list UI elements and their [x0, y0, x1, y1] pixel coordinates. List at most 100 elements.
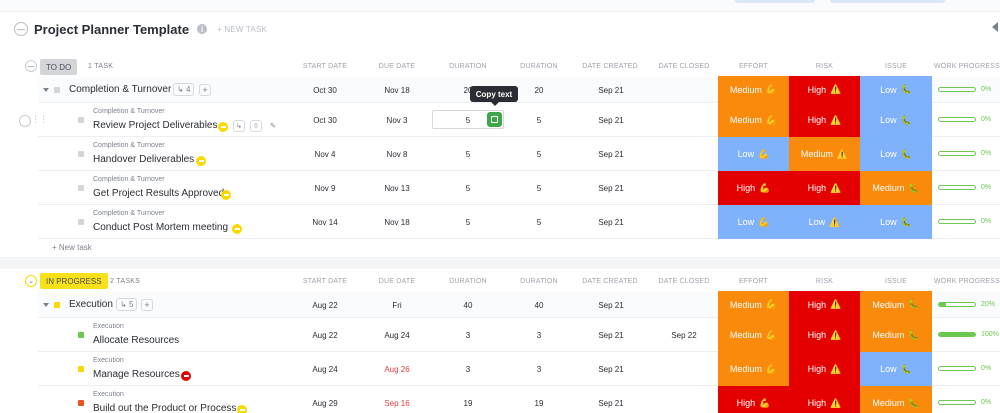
col-duration-2[interactable]: DURATION [520, 63, 558, 70]
task-name[interactable]: Execution [69, 299, 113, 310]
duration-2[interactable]: 5 [536, 184, 542, 193]
duration[interactable]: 5 [465, 184, 471, 193]
effort-cell[interactable]: High 💪 [718, 171, 789, 205]
duration[interactable]: 19 [463, 399, 473, 408]
status-square[interactable] [78, 117, 84, 123]
col-start-date[interactable]: START DATE [302, 63, 348, 70]
task-row[interactable]: Completion & Turnover Get Project Result… [38, 171, 1000, 205]
issue-cell[interactable]: Low 🐛 [860, 76, 932, 103]
new-task-button[interactable]: + New task [52, 243, 92, 252]
collapse-group-icon[interactable]: ⌄ [25, 275, 37, 287]
start-date[interactable]: Aug 22 [312, 301, 338, 310]
task-name[interactable]: Build out the Product or Process [93, 403, 237, 413]
due-date[interactable]: Fri [392, 301, 402, 310]
work-progress[interactable]: 0% [938, 218, 991, 225]
priority-normal-icon[interactable] [232, 224, 242, 234]
copy-text-button[interactable] [487, 112, 502, 127]
due-date[interactable]: Nov 13 [384, 184, 410, 193]
risk-cell[interactable]: High ⚠️ [789, 386, 860, 413]
work-progress[interactable]: 0% [938, 150, 991, 157]
issue-cell[interactable]: Low 🐛 [860, 352, 932, 386]
status-pill-in-progress[interactable]: IN PROGRESS [40, 273, 108, 289]
col-issue[interactable]: ISSUE [884, 278, 907, 285]
duration-input[interactable] [432, 110, 504, 129]
duration-2[interactable]: 3 [536, 365, 542, 374]
issue-cell[interactable]: Medium 🐛 [860, 386, 932, 413]
col-date-created[interactable]: DATE CREATED [582, 63, 638, 70]
issue-cell[interactable]: Medium 🐛 [860, 171, 932, 205]
duration[interactable]: 20 [463, 86, 473, 95]
start-date[interactable]: Aug 24 [312, 365, 338, 374]
start-date[interactable]: Nov 4 [314, 150, 336, 159]
status-square[interactable] [54, 87, 60, 93]
col-date-created[interactable]: DATE CREATED [582, 278, 638, 285]
select-checkbox[interactable] [19, 115, 31, 127]
work-progress[interactable]: 0% [938, 184, 991, 191]
duration-2[interactable]: 20 [534, 86, 544, 95]
duration-2[interactable]: 3 [536, 331, 542, 340]
effort-cell[interactable]: Medium 💪 [718, 103, 789, 137]
tag-icon[interactable]: ◊ [250, 120, 262, 132]
work-progress[interactable]: 0% [938, 116, 991, 123]
duration[interactable]: 40 [463, 301, 473, 310]
duration[interactable]: 5 [465, 150, 471, 159]
effort-cell[interactable]: Medium 💪 [718, 352, 789, 386]
due-date-overdue[interactable]: Sep 16 [384, 399, 410, 408]
task-row[interactable]: Execution Build out the Product or Proce… [38, 386, 1000, 413]
duration-2[interactable]: 5 [536, 150, 542, 159]
col-date-closed[interactable]: DATE CLOSED [658, 278, 710, 285]
start-date[interactable]: Aug 22 [312, 331, 338, 340]
due-date-overdue[interactable]: Aug 26 [384, 365, 410, 374]
task-row-parent[interactable]: Execution ↳ 5 + Aug 22 Fri 40 40 Sep 21 … [38, 291, 1000, 318]
subtask-count[interactable]: ↳ 5 [116, 298, 138, 311]
task-name[interactable]: Review Project Deliverables [93, 120, 218, 131]
col-issue[interactable]: ISSUE [884, 63, 907, 70]
status-pill-todo[interactable]: TO DO [40, 59, 78, 75]
task-row[interactable]: Execution Allocate Resources Aug 22 Aug … [38, 318, 1000, 352]
issue-cell[interactable]: Medium 🐛 [860, 318, 932, 352]
status-square[interactable] [78, 151, 84, 157]
due-date[interactable]: Nov 8 [386, 150, 408, 159]
effort-cell[interactable]: Low 💪 [718, 137, 789, 171]
task-row[interactable]: Completion & Turnover Handover Deliverab… [38, 137, 1000, 171]
effort-cell[interactable]: Low 💪 [718, 205, 789, 239]
col-start-date[interactable]: START DATE [302, 278, 348, 285]
task-name[interactable]: Allocate Resources [93, 335, 180, 346]
col-date-closed[interactable]: DATE CLOSED [658, 63, 710, 70]
start-date[interactable]: Oct 30 [313, 116, 337, 125]
work-progress[interactable]: 100% [938, 331, 999, 338]
col-risk[interactable]: RISK [815, 63, 834, 70]
priority-normal-icon[interactable] [237, 405, 247, 413]
collapse-list-icon[interactable]: — [14, 22, 28, 36]
due-date[interactable]: Nov 3 [386, 116, 408, 125]
toolbar-pill[interactable] [830, 0, 945, 3]
duration[interactable]: 3 [465, 331, 471, 340]
status-square[interactable] [78, 185, 84, 191]
task-name[interactable]: Handover Deliverables [93, 154, 195, 165]
start-date[interactable]: Nov 9 [314, 184, 336, 193]
add-subtask-button[interactable]: + [199, 84, 211, 96]
effort-cell[interactable]: High 💪 [718, 386, 789, 413]
col-due-date[interactable]: DUE DATE [378, 63, 416, 70]
start-date[interactable]: Nov 14 [312, 218, 338, 227]
issue-cell[interactable]: Low 🐛 [860, 137, 932, 171]
duration-2[interactable]: 19 [534, 399, 544, 408]
col-effort[interactable]: EFFORT [738, 278, 769, 285]
expand-right-icon[interactable] [992, 22, 998, 32]
col-duration[interactable]: DURATION [449, 63, 487, 70]
status-square[interactable] [78, 366, 84, 372]
effort-cell[interactable]: Medium 💪 [718, 291, 789, 318]
col-effort[interactable]: EFFORT [738, 63, 769, 70]
risk-cell[interactable]: Low ⚠️ [789, 205, 860, 239]
status-square[interactable] [78, 400, 84, 406]
status-square[interactable] [78, 332, 84, 338]
priority-normal-icon[interactable] [196, 156, 206, 166]
toolbar-pill[interactable] [735, 0, 815, 3]
start-date[interactable]: Aug 29 [312, 399, 338, 408]
priority-normal-icon[interactable] [221, 190, 231, 200]
work-progress[interactable]: 0% [938, 86, 991, 93]
col-duration-2[interactable]: DURATION [520, 278, 558, 285]
effort-cell[interactable]: Medium 💪 [718, 76, 789, 103]
task-row[interactable]: ⋮⋮ Completion & Turnover Review Project … [19, 103, 1000, 137]
col-duration[interactable]: DURATION [449, 278, 487, 285]
